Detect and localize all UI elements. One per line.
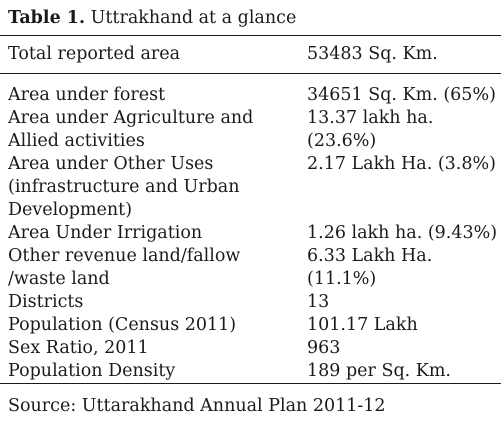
row-label-line: (infrastructure and Urban bbox=[8, 177, 240, 197]
table-number: Table 1. bbox=[8, 8, 86, 28]
row-label-line: Population Density bbox=[8, 361, 176, 381]
row-value: 963 bbox=[299, 337, 501, 360]
row-value-line: 189 per Sq. Km. bbox=[307, 361, 451, 381]
header-rule bbox=[0, 73, 501, 74]
row-label-line: Allied activities bbox=[8, 131, 145, 151]
table-row: Sex Ratio, 2011 963 bbox=[0, 337, 501, 360]
row-label: Area Under Irrigation bbox=[0, 222, 299, 245]
row-label-line: /waste land bbox=[8, 269, 110, 289]
row-value-line: 1.26 lakh ha. (9.43%) bbox=[307, 223, 498, 243]
row-label-line: Population (Census 2011) bbox=[8, 315, 237, 335]
row-label: Population Density bbox=[0, 360, 299, 383]
row-value-line: 2.17 Lakh Ha. (3.8%) bbox=[307, 154, 496, 174]
table-row: Area under Agriculture and Allied activit… bbox=[0, 107, 501, 153]
row-value-line: 101.17 Lakh bbox=[307, 315, 418, 335]
row-label: Area under forest bbox=[0, 84, 299, 107]
header-label: Total reported area bbox=[8, 44, 181, 64]
row-label-line: Districts bbox=[8, 292, 84, 312]
row-value-line: 6.33 Lakh Ha. bbox=[307, 246, 433, 266]
table-header-row: Total reported area 53483 Sq. Km. bbox=[0, 40, 501, 68]
row-value-line: 13.37 lakh ha. bbox=[307, 108, 434, 128]
row-value: 6.33 Lakh Ha. (11.1%) bbox=[299, 245, 501, 291]
row-value-line: 13 bbox=[307, 292, 330, 312]
row-value: 1.26 lakh ha. (9.43%) bbox=[299, 222, 501, 245]
row-label: Population (Census 2011) bbox=[0, 314, 299, 337]
row-label-line: Development) bbox=[8, 200, 133, 220]
row-value: 13 bbox=[299, 291, 501, 314]
table-row: Area Under Irrigation 1.26 lakh ha. (9.43… bbox=[0, 222, 501, 245]
row-value: 34651 Sq. Km. (65%) bbox=[299, 84, 501, 107]
table-source-note: Source: Uttarakhand Annual Plan 2011-12 bbox=[8, 396, 386, 416]
table-row: Population Density 189 per Sq. Km. bbox=[0, 360, 501, 383]
table-caption: Table 1. Uttrakhand at a glance bbox=[8, 6, 296, 30]
row-label: Other revenue land/fallow/waste land bbox=[0, 245, 299, 291]
row-value: 101.17 Lakh bbox=[299, 314, 501, 337]
row-value-line: (11.1%) bbox=[307, 269, 377, 289]
row-label-line: Other revenue land/fallow bbox=[8, 246, 241, 266]
row-value: 2.17 Lakh Ha. (3.8%) bbox=[299, 153, 501, 222]
row-label-line: Area under Agriculture and bbox=[8, 108, 254, 128]
row-label: Sex Ratio, 2011 bbox=[0, 337, 299, 360]
row-value: 13.37 lakh ha. (23.6%) bbox=[299, 107, 501, 153]
table-row: Other revenue land/fallow/waste land 6.33… bbox=[0, 245, 501, 291]
table-body: Area under forest 34651 Sq. Km. (65%) Area… bbox=[0, 84, 501, 383]
top-rule bbox=[0, 35, 501, 36]
row-label-line: Area Under Irrigation bbox=[8, 223, 203, 243]
row-label: Area under Other Uses (infrastructure and… bbox=[0, 153, 299, 222]
row-value-line: (23.6%) bbox=[307, 131, 377, 151]
row-value-line: 34651 Sq. Km. (65%) bbox=[307, 85, 496, 105]
table-row: Districts 13 bbox=[0, 291, 501, 314]
row-label: Districts bbox=[0, 291, 299, 314]
row-value: 189 per Sq. Km. bbox=[299, 360, 501, 383]
row-label-line: Area under Other Uses bbox=[8, 154, 214, 174]
row-value-line: 963 bbox=[307, 338, 341, 358]
row-label-line: Sex Ratio, 2011 bbox=[8, 338, 149, 358]
header-value: 53483 Sq. Km. bbox=[307, 44, 438, 64]
table-row: Area under forest 34651 Sq. Km. (65%) bbox=[0, 84, 501, 107]
table-title: Uttrakhand at a glance bbox=[90, 8, 297, 28]
row-label-line: Area under forest bbox=[8, 85, 166, 105]
row-label: Area under Agriculture and Allied activit… bbox=[0, 107, 299, 153]
table-row: Population (Census 2011) 101.17 Lakh bbox=[0, 314, 501, 337]
bottom-rule bbox=[0, 383, 501, 384]
table-row: Area under Other Uses (infrastructure and… bbox=[0, 153, 501, 222]
